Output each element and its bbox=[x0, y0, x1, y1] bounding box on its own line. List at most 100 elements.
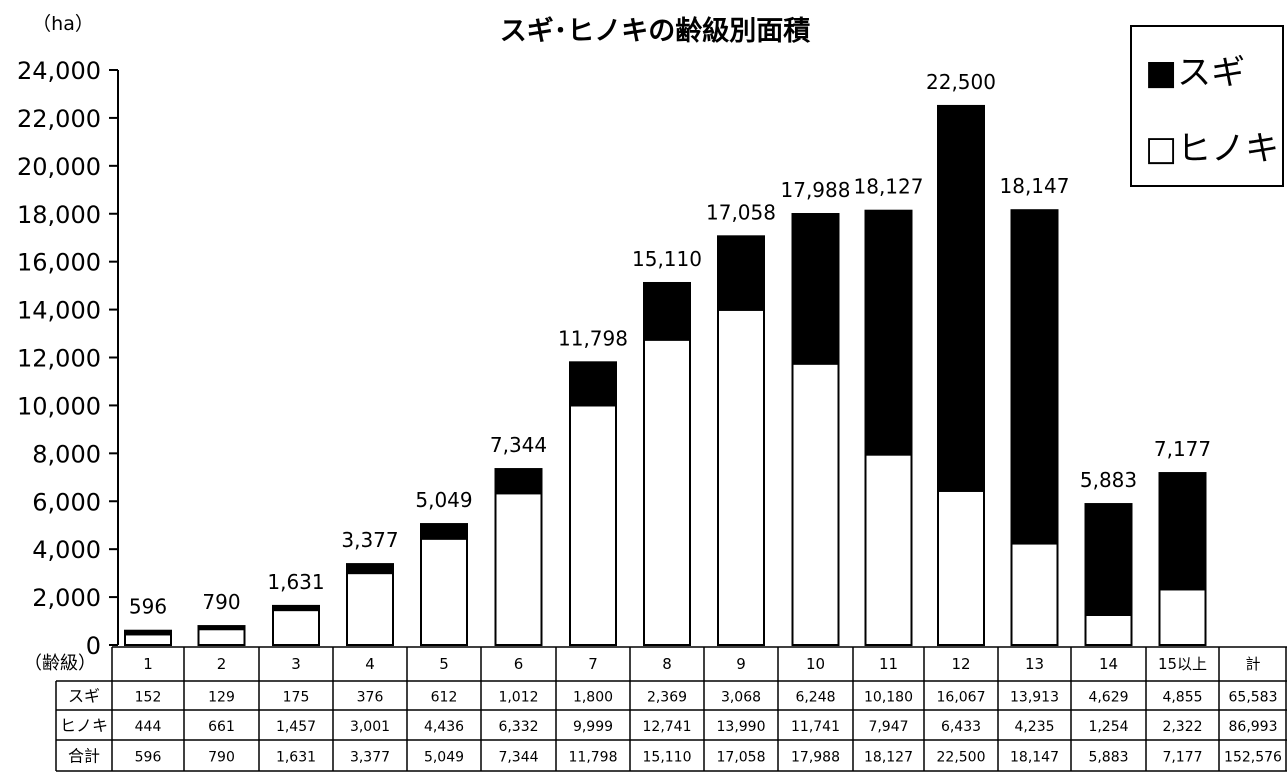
y-tick-label: 22,000 bbox=[17, 105, 101, 133]
table-cell: 16,067 bbox=[937, 690, 986, 706]
bar-sugi bbox=[791, 213, 840, 365]
data-table: （齢級） 1 2 3 4 5 6 7 8 9 10 11 12 13 14 15以上 計スギ 152 129 175 3… bbox=[24, 646, 1287, 772]
table-cell: 5,883 bbox=[1088, 750, 1128, 766]
table-cell: 661 bbox=[208, 719, 235, 735]
bar-hinoki bbox=[346, 572, 394, 646]
table-cell: 18,127 bbox=[864, 750, 913, 766]
table-column-header: 3 bbox=[291, 655, 301, 673]
table-column-header: 計 bbox=[1245, 655, 1260, 673]
bar-total-label: 11,798 bbox=[558, 326, 628, 350]
legend-box bbox=[1130, 25, 1284, 187]
bar-hinoki bbox=[197, 628, 246, 646]
bar-total-label: 5,049 bbox=[415, 488, 472, 512]
bar-hinoki bbox=[1084, 613, 1133, 646]
table-column-header: 10 bbox=[806, 655, 825, 673]
bar-sugi bbox=[864, 209, 913, 456]
bar-sugi bbox=[717, 235, 765, 311]
bar-sugi bbox=[272, 604, 320, 612]
y-tick-label: 0 bbox=[86, 632, 101, 660]
table-column-header: 12 bbox=[951, 655, 970, 673]
table-column-header: 8 bbox=[662, 655, 672, 673]
bar-hinoki bbox=[791, 362, 840, 646]
bar-hinoki bbox=[569, 404, 617, 646]
bar-total-label: 790 bbox=[202, 590, 240, 614]
bar-total-label: 1,631 bbox=[267, 570, 324, 594]
table-cell: 17,988 bbox=[791, 750, 840, 766]
bar-total-label: 5,883 bbox=[1080, 468, 1137, 492]
bar-sugi bbox=[1010, 209, 1059, 545]
bar-hinoki bbox=[643, 338, 691, 646]
bar-sugi bbox=[1084, 503, 1133, 616]
bar-total-label: 17,058 bbox=[706, 200, 776, 224]
table-cell: 1,800 bbox=[573, 690, 613, 706]
table-column-header: 7 bbox=[588, 655, 598, 673]
bar-sugi bbox=[124, 629, 172, 636]
table-cell: 4,855 bbox=[1162, 690, 1202, 706]
y-tick-label: 10,000 bbox=[17, 392, 101, 420]
table-column-header: 13 bbox=[1025, 655, 1044, 673]
table-cell: 376 bbox=[357, 690, 384, 706]
bar-sugi bbox=[643, 281, 691, 341]
table-cell: 3,377 bbox=[350, 750, 390, 766]
table-cell: 15,110 bbox=[643, 750, 692, 766]
y-tick-label: 12,000 bbox=[17, 345, 101, 373]
legend-item-sugi: ■スギ bbox=[1145, 53, 1245, 93]
total-labels-group: 596 7901,6313,3775,0497,34411,79815,11017… bbox=[129, 70, 1211, 619]
table-cell: 3,001 bbox=[350, 719, 390, 735]
table-cell: 4,235 bbox=[1014, 719, 1054, 735]
bar-total-label: 22,500 bbox=[926, 70, 996, 94]
bar-total-label: 15,110 bbox=[632, 247, 702, 271]
table-cell: 4,436 bbox=[424, 719, 464, 735]
table-row-label: ヒノキ bbox=[60, 716, 108, 735]
table-column-header: 9 bbox=[736, 655, 746, 673]
table-cell: 9,999 bbox=[573, 719, 613, 735]
table-column-header: 2 bbox=[217, 655, 227, 673]
table-cell: 2,369 bbox=[647, 690, 687, 706]
table-cell: 22,500 bbox=[937, 750, 986, 766]
bar-hinoki bbox=[1010, 542, 1059, 646]
y-tick-label: 14,000 bbox=[17, 297, 101, 325]
bar-total-label: 3,377 bbox=[341, 528, 398, 552]
table-cell: 152,576 bbox=[1224, 750, 1282, 766]
table-cell: 17,058 bbox=[717, 750, 766, 766]
bar-total-label: 7,344 bbox=[490, 433, 547, 457]
table-cell: 6,433 bbox=[941, 719, 981, 735]
table-cell: 1,254 bbox=[1088, 719, 1128, 735]
bar-total-label: 18,127 bbox=[854, 175, 924, 199]
y-tick-label: 18,000 bbox=[17, 201, 101, 229]
table-cell: 7,947 bbox=[868, 719, 908, 735]
bar-sugi bbox=[494, 468, 543, 495]
table-cell: 612 bbox=[431, 690, 458, 706]
table-column-header: 5 bbox=[439, 655, 449, 673]
bar-hinoki bbox=[494, 492, 543, 646]
table-cell: 5,049 bbox=[424, 750, 464, 766]
table-cell: 65,583 bbox=[1229, 690, 1278, 706]
table-cell: 86,993 bbox=[1229, 719, 1278, 735]
y-tick-label: 8,000 bbox=[32, 440, 101, 468]
table-column-header: 4 bbox=[365, 655, 375, 673]
table-column-header: 15以上 bbox=[1158, 655, 1207, 673]
table-column-header: 1 bbox=[143, 655, 153, 673]
table-cell: 12,741 bbox=[643, 719, 692, 735]
bar-hinoki bbox=[717, 308, 765, 646]
table-cell: 152 bbox=[135, 690, 162, 706]
bar-hinoki bbox=[864, 453, 913, 646]
chart-title: スギ･ヒノキの齢級別面積 bbox=[500, 15, 811, 47]
table-cell: 7,177 bbox=[1162, 750, 1202, 766]
table-cell: 6,332 bbox=[498, 719, 538, 735]
bar-sugi bbox=[197, 625, 246, 631]
table-cell: 1,457 bbox=[276, 719, 316, 735]
table-row-label: 合計 bbox=[68, 747, 100, 766]
bar-total-label: 596 bbox=[129, 595, 167, 619]
table-cell: 7,344 bbox=[498, 750, 538, 766]
table-cell: 13,913 bbox=[1010, 690, 1059, 706]
y-axis-unit-label: （ha） bbox=[32, 13, 94, 35]
table-cell: 1,012 bbox=[498, 690, 538, 706]
bar-total-label: 17,988 bbox=[781, 178, 851, 202]
bar-sugi bbox=[937, 104, 985, 492]
table-cell: 596 bbox=[135, 750, 162, 766]
table-cell: 3,068 bbox=[721, 690, 761, 706]
bar-hinoki bbox=[1158, 588, 1207, 647]
y-axis: 0 2,000 4,000 6,000 8,000 10,000 12,000 14,000 1… bbox=[17, 57, 119, 660]
